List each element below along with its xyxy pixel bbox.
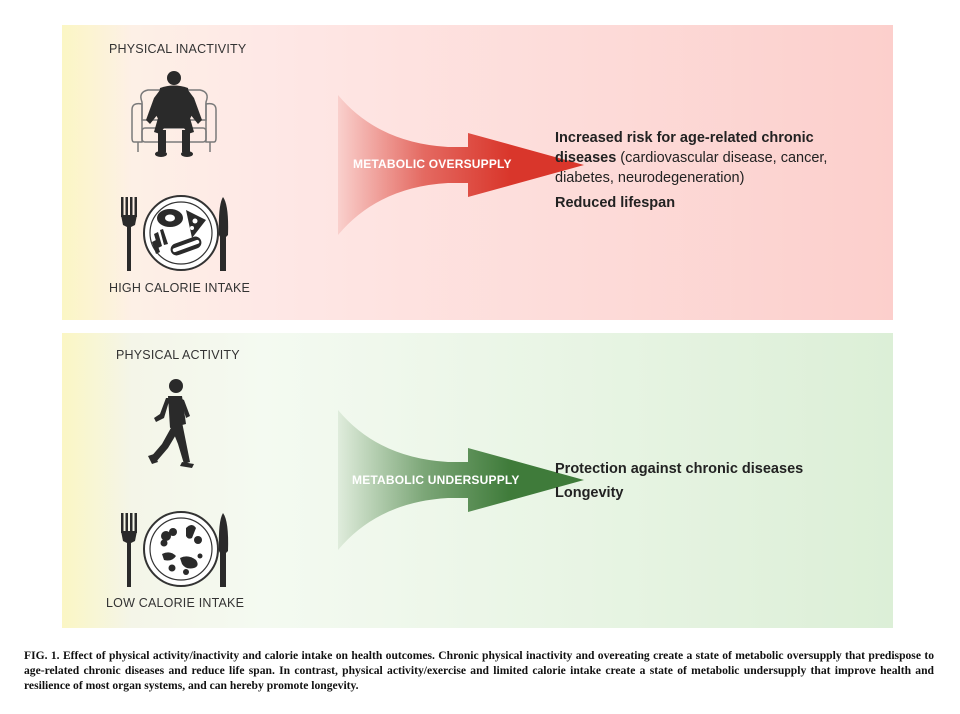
oversupply-outcome: Increased risk for age-related chronic d… xyxy=(555,128,827,213)
running-person-icon xyxy=(148,379,194,468)
fork-icon xyxy=(121,197,137,271)
knife-icon xyxy=(218,513,229,587)
outcome-line-1: Increased risk for age-related chronic xyxy=(555,130,814,146)
armchair-person-icon xyxy=(131,71,217,157)
knife-icon xyxy=(218,197,229,271)
oversupply-panel: PHYSICAL INACTIVITY xyxy=(62,25,893,320)
fork-icon xyxy=(121,513,137,587)
figure-caption: FIG. 1. Effect of physical activity/inac… xyxy=(24,649,934,692)
longevity-text: Longevity xyxy=(555,485,624,501)
protection-text: Protection against chronic diseases xyxy=(555,461,804,477)
metabolic-undersupply-arrow xyxy=(338,410,584,550)
low-calorie-intake-label: LOW CALORIE INTAKE xyxy=(106,596,245,610)
metabolic-oversupply-label: METABOLIC OVERSUPPLY xyxy=(353,157,512,171)
plate-low-calorie-icon xyxy=(143,511,219,587)
undersupply-outcome: Protection against chronic diseases Long… xyxy=(555,459,803,503)
outcome-line-3: diabetes, neurodegeneration) xyxy=(555,170,745,186)
undersupply-panel: PHYSICAL ACTIVITY xyxy=(62,333,893,628)
physical-activity-label: PHYSICAL ACTIVITY xyxy=(116,348,240,362)
metabolic-undersupply-label: METABOLIC UNDERSUPPLY xyxy=(352,473,520,487)
physical-inactivity-label: PHYSICAL INACTIVITY xyxy=(109,42,247,56)
reduced-lifespan-text: Reduced lifespan xyxy=(555,195,676,211)
plate-high-calorie-icon xyxy=(143,195,219,271)
outcome-line-2: diseases (cardiovascular disease, cancer… xyxy=(555,150,828,166)
high-calorie-intake-label: HIGH CALORIE INTAKE xyxy=(109,281,251,295)
metabolic-oversupply-arrow xyxy=(338,95,584,235)
